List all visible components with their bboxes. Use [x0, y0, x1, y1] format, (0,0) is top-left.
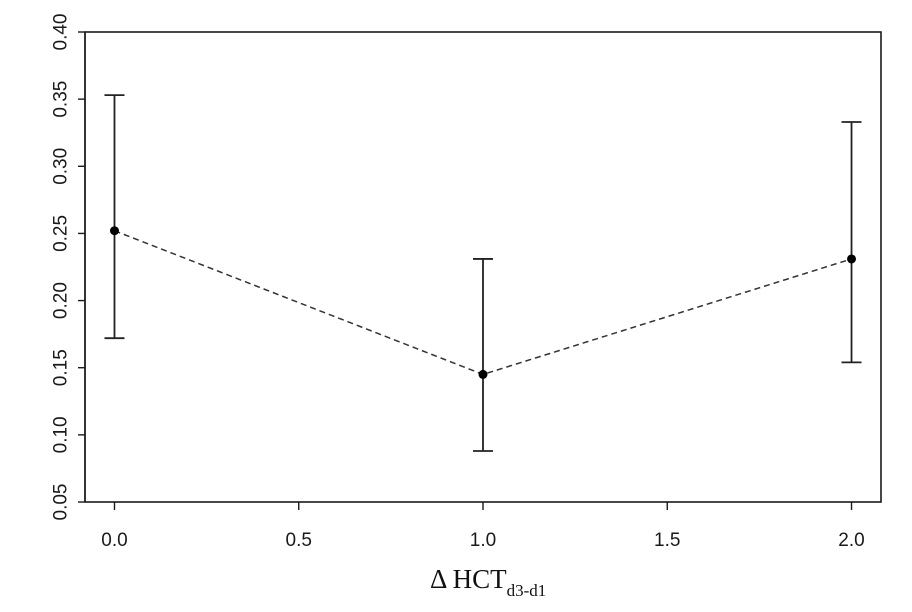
data-points	[109, 226, 857, 379]
y-tick-label: 0.30	[51, 148, 72, 185]
data-point	[847, 254, 857, 264]
x-tick-label: 0.0	[101, 530, 127, 551]
x-axis-label-subscript: d3-d1	[507, 581, 547, 600]
y-axis: 0.05 0.10 0.15 0.20 0.25 0.30 0.35 0.40	[51, 14, 86, 521]
data-point	[109, 226, 119, 236]
y-tick-label: 0.20	[51, 282, 72, 319]
y-tick-label: 0.40	[51, 14, 72, 51]
data-point	[478, 369, 488, 379]
x-axis-label: Δ HCTd3-d1	[430, 564, 546, 600]
y-tick-label: 0.05	[51, 484, 72, 521]
error-bars	[104, 94, 862, 452]
x-tick-label: 0.5	[286, 530, 312, 551]
y-tick-label: 0.15	[51, 349, 72, 386]
x-tick-label: 1.5	[654, 530, 680, 551]
x-axis: 0.0 0.5 1.0 1.5 2.0	[101, 502, 865, 551]
y-tick-label: 0.35	[51, 81, 72, 118]
y-tick-label: 0.25	[51, 215, 72, 252]
y-tick-label: 0.10	[51, 416, 72, 453]
x-tick-label: 1.0	[470, 530, 496, 551]
x-axis-label-main: Δ HCT	[430, 564, 507, 594]
x-tick-label: 2.0	[838, 530, 864, 551]
